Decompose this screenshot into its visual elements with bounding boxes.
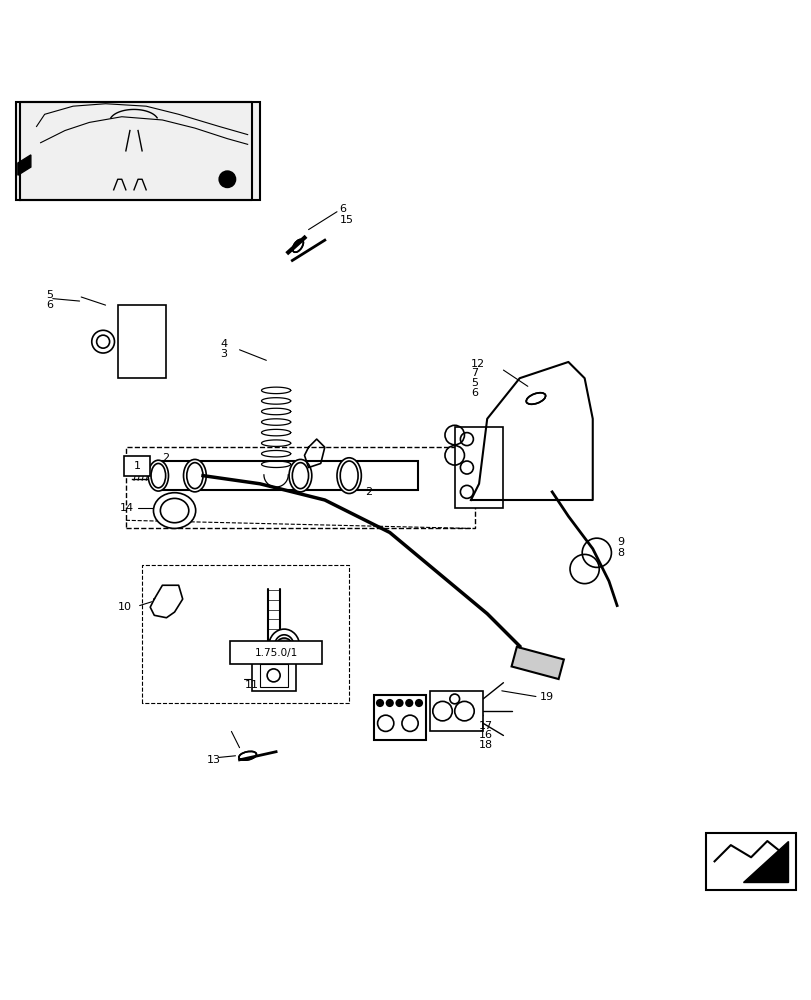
Text: 5: 5 xyxy=(470,378,478,388)
Circle shape xyxy=(92,330,114,353)
Bar xyxy=(511,647,563,679)
Text: 5: 5 xyxy=(45,290,53,300)
Circle shape xyxy=(386,700,393,706)
Text: 13: 13 xyxy=(207,755,221,765)
Bar xyxy=(251,660,296,691)
Bar xyxy=(118,305,166,378)
Text: 16: 16 xyxy=(478,730,492,740)
Bar xyxy=(430,691,483,731)
Circle shape xyxy=(376,700,383,706)
Polygon shape xyxy=(150,585,182,618)
Ellipse shape xyxy=(337,458,361,494)
Text: 7: 7 xyxy=(470,368,478,378)
FancyBboxPatch shape xyxy=(124,456,150,476)
Polygon shape xyxy=(18,155,31,175)
Circle shape xyxy=(396,700,402,706)
Ellipse shape xyxy=(148,460,169,491)
Text: 9: 9 xyxy=(616,537,624,547)
Text: 4: 4 xyxy=(220,339,227,349)
Text: 2: 2 xyxy=(365,487,372,497)
Text: 18: 18 xyxy=(478,740,492,750)
Circle shape xyxy=(406,700,412,706)
Text: 17: 17 xyxy=(478,721,492,731)
Text: 3: 3 xyxy=(220,349,227,359)
Text: 19: 19 xyxy=(539,692,553,702)
Text: 1.75.0/1: 1.75.0/1 xyxy=(254,648,298,658)
Text: 6: 6 xyxy=(339,204,346,214)
Bar xyxy=(158,461,418,490)
Bar xyxy=(126,447,474,528)
Ellipse shape xyxy=(183,459,206,492)
Ellipse shape xyxy=(289,459,311,492)
Text: 12: 12 xyxy=(470,359,484,369)
Circle shape xyxy=(219,171,235,187)
Ellipse shape xyxy=(292,239,303,252)
Circle shape xyxy=(415,700,422,706)
Text: 2: 2 xyxy=(162,453,169,463)
Ellipse shape xyxy=(268,629,299,663)
FancyBboxPatch shape xyxy=(230,641,322,664)
Bar xyxy=(706,833,795,890)
Bar xyxy=(454,427,503,508)
Text: 11: 11 xyxy=(244,680,259,690)
Text: 6: 6 xyxy=(45,300,53,310)
Text: 14: 14 xyxy=(120,503,134,513)
Text: 15: 15 xyxy=(339,215,353,225)
Ellipse shape xyxy=(526,393,545,404)
Bar xyxy=(373,695,426,740)
Circle shape xyxy=(276,638,292,654)
Bar xyxy=(16,102,260,200)
Ellipse shape xyxy=(153,493,195,528)
Polygon shape xyxy=(742,841,787,882)
Text: 10: 10 xyxy=(118,602,131,612)
Text: 8: 8 xyxy=(616,548,624,558)
Text: 6: 6 xyxy=(470,388,478,398)
Ellipse shape xyxy=(238,751,256,760)
Bar xyxy=(260,664,288,687)
Text: 1: 1 xyxy=(134,461,140,471)
